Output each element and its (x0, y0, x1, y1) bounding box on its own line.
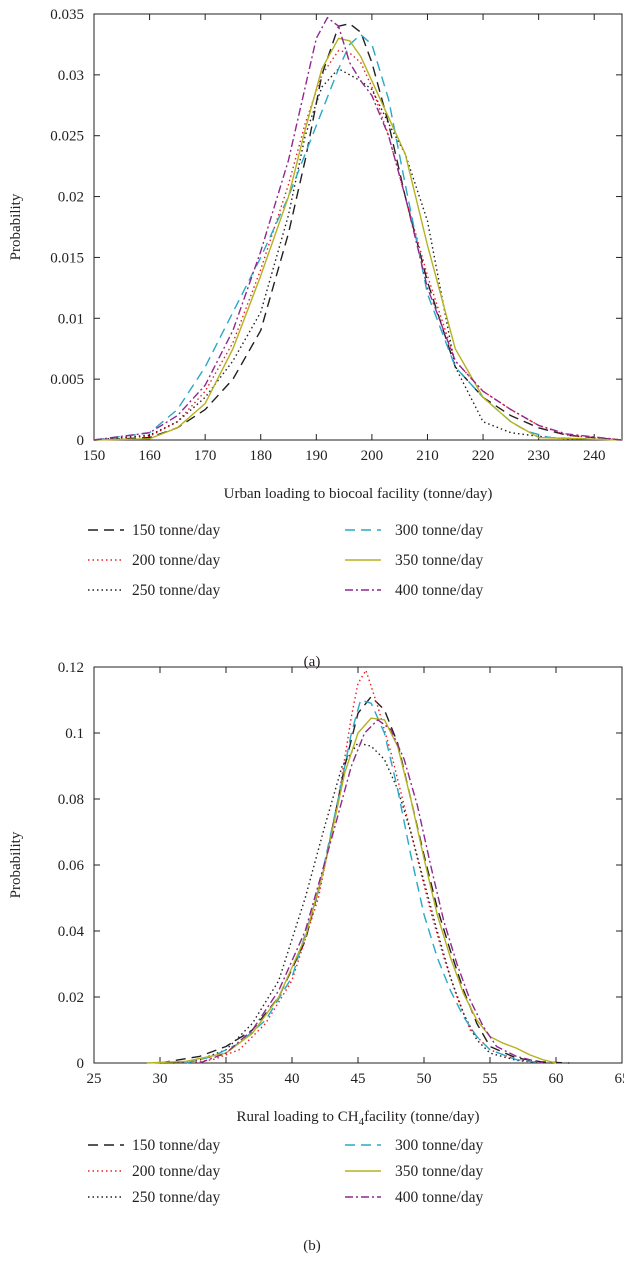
legend-label-250: 250 tonne/day (132, 582, 220, 599)
x-tick-label: 55 (483, 1071, 498, 1087)
x-tick-label: 170 (194, 448, 217, 464)
x-tick-label: 230 (527, 448, 550, 464)
y-tick-label: 0.01 (58, 311, 84, 327)
series-line-400 (199, 719, 543, 1064)
chart-panel-a: 150 160 170 180 190 200 210 220 230 240 0 0.005 0.01… (8, 7, 623, 599)
legend-label-150: 150 tonne/day (132, 1137, 220, 1154)
chart-panel-b: 25 30 35 40 45 50 55 60 65 0 0.02 0.04 0.06 0.08 0.1 0.… (8, 660, 624, 1206)
legend-label-200: 200 tonne/day (132, 1163, 220, 1180)
y-axis-label: Probability (8, 193, 24, 260)
y-tick-label: 0.06 (58, 858, 85, 874)
x-tick-label: 160 (138, 448, 161, 464)
series-line-200 (93, 49, 623, 441)
legend-label-300: 300 tonne/day (395, 522, 483, 539)
y-tick-label: 0 (77, 433, 85, 449)
series-line-250 (173, 742, 543, 1064)
x-tick-label: 220 (472, 448, 495, 464)
x-tick-label: 150 (83, 448, 106, 464)
x-tick-label: 30 (153, 1071, 168, 1087)
y-tick-label: 0.025 (50, 129, 84, 145)
plot-frame (93, 666, 623, 1064)
legend-label-350: 350 tonne/day (395, 552, 483, 569)
y-tick-label: 0.035 (50, 7, 84, 23)
x-axis-label-tail: facility (tonne/day) (364, 1109, 479, 1125)
y-tick-label: 0.02 (58, 190, 84, 206)
x-axis-label-subscript: 4 (359, 1116, 365, 1128)
y-tick-label: 0.02 (58, 990, 84, 1006)
y-tick-label: 0.005 (50, 372, 84, 388)
y-tick-label: 0.04 (58, 924, 85, 940)
y-tick-label: 0.03 (58, 68, 84, 84)
caption-b: (b) (303, 1238, 321, 1254)
series-line-300 (186, 699, 543, 1064)
x-tick-label: 240 (583, 448, 606, 464)
series-line-350 (93, 37, 623, 441)
x-axis-label: Rural loading to CH4facility (tonne/day) (237, 1109, 480, 1128)
x-tick-label: 210 (416, 448, 439, 464)
y-axis-label: Probability (8, 831, 24, 898)
x-axis-label-main: Urban loading to biocoal facility (tonne… (224, 486, 493, 502)
x-axis-label-main: Rural loading to CH (237, 1109, 359, 1125)
x-tick-label: 190 (305, 448, 328, 464)
series-line-200 (186, 669, 543, 1064)
plot-frame (93, 13, 623, 441)
x-tick-label: 65 (615, 1071, 624, 1087)
legend-label-200: 200 tonne/day (132, 552, 220, 569)
series-line-400 (93, 16, 623, 441)
y-tick-label: 0.015 (50, 250, 84, 266)
y-tick-label: 0.12 (58, 660, 84, 676)
legend-label-350: 350 tonne/day (395, 1163, 483, 1180)
legend-label-250: 250 tonne/day (132, 1189, 220, 1206)
x-tick-label: 180 (249, 448, 272, 464)
series-line-250 (93, 68, 623, 441)
x-tick-label: 40 (285, 1071, 300, 1087)
x-tick-label: 60 (549, 1071, 564, 1087)
legend-label-400: 400 tonne/day (395, 1189, 483, 1206)
x-tick-label: 25 (87, 1071, 102, 1087)
y-tick-label: 0.1 (65, 726, 84, 742)
x-tick-label: 35 (219, 1071, 234, 1087)
legend-label-400: 400 tonne/day (395, 582, 483, 599)
series-line-300 (93, 33, 623, 441)
series-line-150 (159, 696, 570, 1064)
x-tick-label: 200 (361, 448, 384, 464)
series-line-350 (146, 717, 557, 1064)
legend-label-300: 300 tonne/day (395, 1137, 483, 1154)
caption-a: (a) (304, 654, 321, 670)
x-tick-label: 45 (351, 1071, 366, 1087)
legend-label-150: 150 tonne/day (132, 522, 220, 539)
x-axis-label: Urban loading to biocoal facility (tonne… (224, 486, 493, 502)
y-tick-label: 0.08 (58, 792, 84, 808)
y-tick-label: 0 (77, 1056, 85, 1072)
series-line-150 (93, 23, 623, 441)
x-tick-label: 50 (417, 1071, 432, 1087)
